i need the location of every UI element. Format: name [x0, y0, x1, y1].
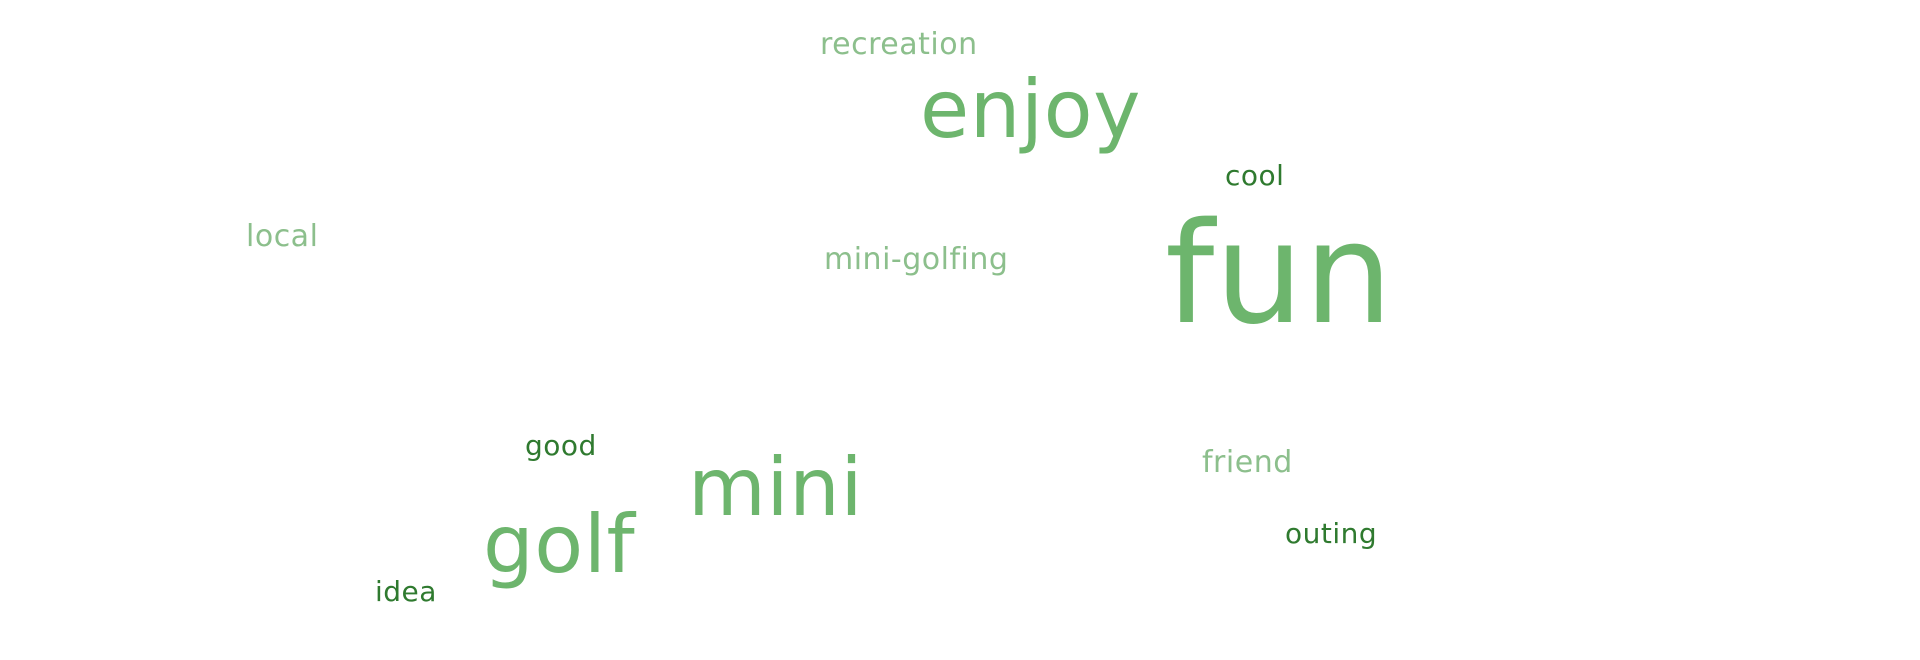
word-mini-golfing: mini-golfing [824, 242, 1009, 277]
word-golf: golf [483, 498, 636, 591]
word-recreation: recreation [820, 27, 978, 62]
word-idea: idea [375, 575, 437, 608]
word-good: good [525, 429, 597, 462]
word-mini: mini [688, 441, 864, 534]
word-outing: outing [1285, 517, 1378, 550]
word-local: local [246, 219, 319, 254]
word-enjoy: enjoy [920, 63, 1141, 156]
word-friend: friend [1202, 445, 1293, 480]
word-fun: fun [1165, 193, 1394, 356]
word-cool: cool [1225, 159, 1285, 192]
